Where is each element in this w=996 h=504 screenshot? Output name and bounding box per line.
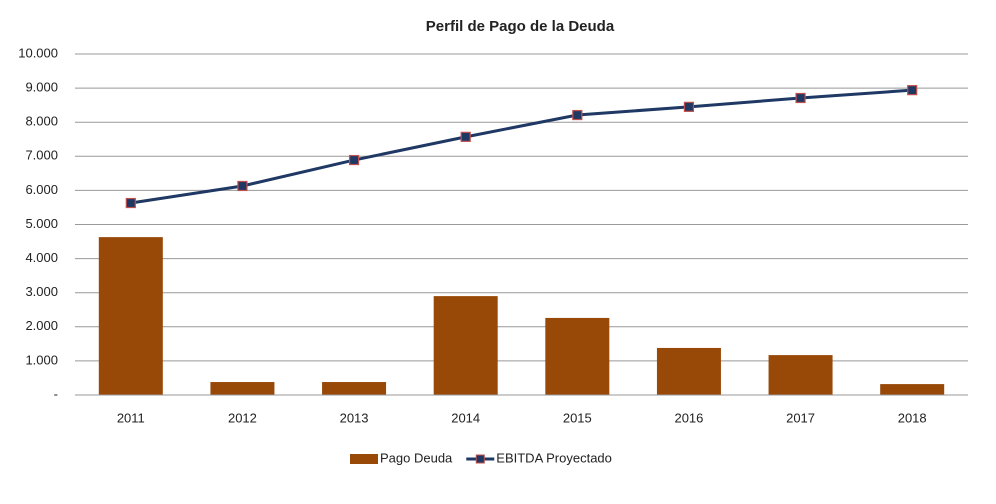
marker <box>572 109 583 121</box>
bar <box>656 347 721 395</box>
bar <box>880 384 945 395</box>
bar <box>322 382 387 395</box>
y-tick-label: 1.000 <box>25 352 58 367</box>
y-tick-label: 3.000 <box>25 284 58 299</box>
line <box>130 88 913 205</box>
y-tick-label: 5.000 <box>25 216 58 231</box>
x-tick-label: 2012 <box>228 410 257 425</box>
marker <box>795 92 806 104</box>
y-tick-label: 8.000 <box>25 114 58 129</box>
y-tick-label: 9.000 <box>25 80 58 95</box>
x-tick-label: 2017 <box>786 410 815 425</box>
x-tick-label: 2013 <box>340 410 369 425</box>
bar <box>768 355 833 395</box>
x-tick-label: 2011 <box>117 410 145 425</box>
chart-title: Perfil de Pago de la Deuda <box>426 18 615 35</box>
marker <box>237 180 248 192</box>
bar <box>433 296 498 395</box>
legend-swatch <box>350 454 378 464</box>
y-tick-label: 10.000 <box>18 45 58 60</box>
marker <box>460 131 471 142</box>
y-tick-label: 6.000 <box>25 182 58 197</box>
marker <box>683 101 695 112</box>
y-tick-label: - <box>54 386 58 401</box>
y-tick-label: 2.000 <box>25 318 58 333</box>
x-tick-label: 2016 <box>674 410 703 425</box>
marker <box>125 197 136 209</box>
bar <box>545 317 610 395</box>
legend-swatch <box>475 454 485 464</box>
legend-label: Pago Deuda <box>380 450 453 465</box>
x-tick-label: 2015 <box>563 410 592 425</box>
bar <box>98 237 163 395</box>
marker <box>907 85 918 96</box>
legend-label: EBITDA Proyectado <box>496 450 612 465</box>
x-tick-label: 2018 <box>898 410 927 425</box>
bar <box>210 382 275 395</box>
y-tick-label: 7.000 <box>25 148 58 163</box>
marker <box>348 154 360 166</box>
x-tick-label: 2014 <box>451 410 480 425</box>
y-tick-label: 4.000 <box>25 250 58 265</box>
